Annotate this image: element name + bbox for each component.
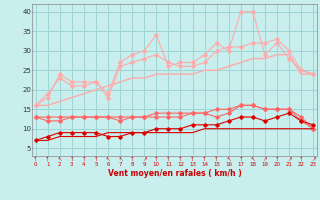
X-axis label: Vent moyen/en rafales ( km/h ): Vent moyen/en rafales ( km/h ) [108,169,241,178]
